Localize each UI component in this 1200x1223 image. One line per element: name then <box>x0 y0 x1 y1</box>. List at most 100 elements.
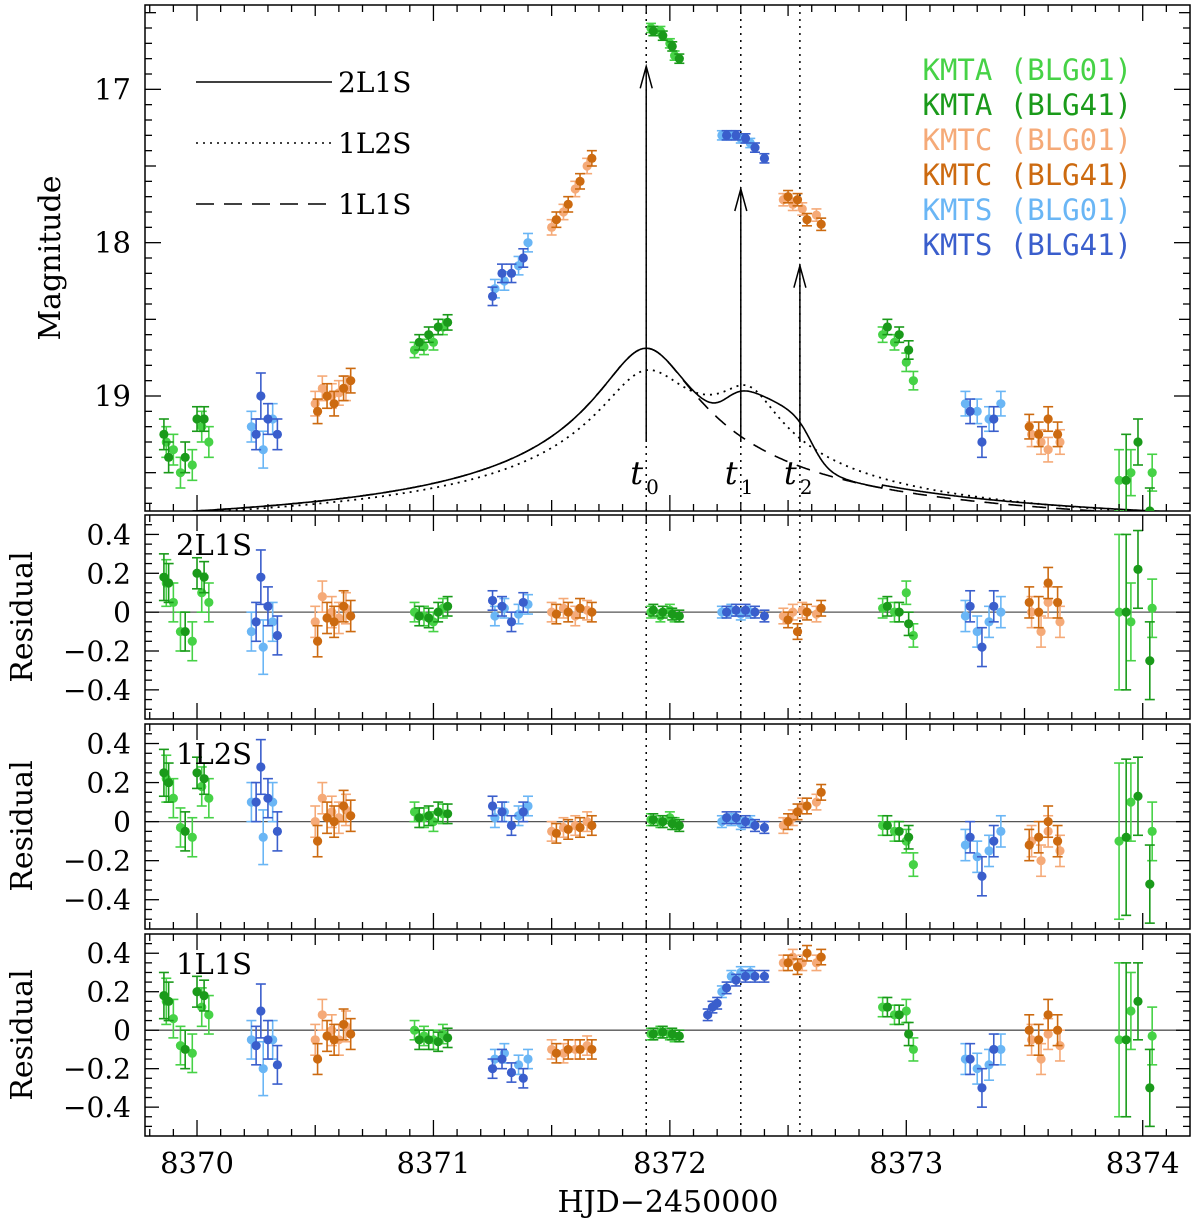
r1-point-kmta_blg01 <box>908 852 919 878</box>
data-marker <box>960 611 970 621</box>
data-marker <box>816 219 826 229</box>
data-marker <box>783 192 793 202</box>
data-marker <box>317 592 327 602</box>
data-marker <box>783 958 793 968</box>
panel-residual-1l2s-frame <box>144 723 1191 930</box>
data-marker <box>551 1048 561 1058</box>
legend-entry-kmta_blg41: KMTA (BLG41) <box>922 88 1132 122</box>
top-point-kmts_blg41 <box>255 372 266 420</box>
r0-point-kmta_blg41 <box>433 601 444 623</box>
r0-point-kmta_blg01 <box>1147 578 1158 639</box>
y-tick-label: 0.4 <box>86 937 131 970</box>
data-marker <box>256 572 266 582</box>
epoch-arrow-head-t0 <box>639 63 653 89</box>
r1-point-kmtc_blg01 <box>1036 844 1047 878</box>
top-point-kmts_blg41 <box>506 263 517 284</box>
data-marker <box>518 1073 528 1083</box>
data-marker <box>487 291 498 301</box>
r2-point-kmtc_blg41 <box>563 1039 574 1060</box>
data-marker <box>1145 1083 1155 1093</box>
r2-point-kmts_blg01 <box>258 1040 269 1097</box>
r2-point-kmts_blg41 <box>965 1042 976 1076</box>
data-marker <box>322 613 332 623</box>
data-marker <box>424 1035 434 1045</box>
model-curve-2l1s <box>181 347 1172 511</box>
y-tick-label-19: 19 <box>94 379 131 413</box>
top-point-kmta_blg41 <box>657 30 668 42</box>
data-marker <box>658 817 668 827</box>
data-marker <box>882 601 892 611</box>
r2-point-kmta_blg41 <box>1132 962 1143 1041</box>
y-axis-label-residual-2l1s: Residual <box>5 551 40 682</box>
r2-point-kmta_blg41 <box>199 979 210 1012</box>
data-marker <box>424 613 434 623</box>
r1-point-kmts_blg41 <box>721 811 732 825</box>
top-point-kmta_blg41 <box>433 318 444 336</box>
top-point-kmts_blg41 <box>487 286 498 307</box>
data-marker <box>251 1040 261 1051</box>
r0-point-kmta_blg41 <box>158 553 169 602</box>
data-marker <box>792 807 803 817</box>
top-point-kmts_blg01 <box>995 390 1006 417</box>
epoch-arrow-head-t2 <box>793 262 807 288</box>
data-marker <box>816 603 826 613</box>
data-marker <box>648 26 658 36</box>
r1-point-kmtc_blg41 <box>563 818 574 840</box>
data-marker <box>1024 597 1034 608</box>
data-marker <box>731 813 741 823</box>
top-point-kmts_blg41 <box>988 405 999 433</box>
top-point-kmta_blg41 <box>1144 487 1155 511</box>
data-marker <box>246 626 256 637</box>
r1-point-kmts_blg41 <box>965 820 976 854</box>
r0-point-kmtc_blg41 <box>322 601 333 635</box>
data-marker <box>894 330 904 340</box>
y-tick-label: 0 <box>113 1014 131 1047</box>
y-tick-label: −0.2 <box>63 845 131 878</box>
data-marker <box>256 391 266 401</box>
r2-point-kmta_blg41 <box>192 975 203 1008</box>
top-point-kmtc_blg41 <box>322 382 333 410</box>
r2-point-kmta_blg41 <box>667 1027 678 1041</box>
r1-point-kmtc_blg41 <box>329 805 340 839</box>
r2-point-kmts_blg41 <box>272 1044 283 1085</box>
r0-point-kmts_blg41 <box>731 603 742 617</box>
r0-point-kmts_blg41 <box>740 603 751 617</box>
top-point-kmtc_blg41 <box>1033 421 1044 448</box>
y-axis-label-residual-1l2s: Residual <box>5 760 40 891</box>
x-tick-label-8373: 8373 <box>869 1146 943 1180</box>
r1-point-kmta_blg41 <box>1121 758 1132 917</box>
r2-point-kmtc_blg41 <box>816 948 827 966</box>
data-marker <box>901 588 911 598</box>
data-marker <box>322 1031 332 1041</box>
r1-point-kmta_blg01 <box>168 777 179 819</box>
epoch-guides <box>645 5 801 1136</box>
data-marker <box>506 820 517 831</box>
r0-point-kmts_blg01 <box>960 599 971 633</box>
data-marker <box>1126 617 1136 627</box>
data-marker <box>199 990 209 1001</box>
r2-point-kmta_blg41 <box>433 1031 444 1053</box>
epoch-label-sub: 0 <box>646 475 659 499</box>
r1-point-kmtc_blg01 <box>317 781 328 815</box>
top-point-kmta_blg01 <box>908 370 919 391</box>
data-marker <box>1121 1035 1131 1045</box>
r1-point-kmtc_blg01 <box>558 816 569 839</box>
data-marker <box>523 1054 533 1064</box>
r2-point-kmts_blg41 <box>712 996 723 1010</box>
y-tick-label: 0 <box>113 806 131 839</box>
data-marker <box>989 1044 999 1055</box>
data-marker <box>658 1027 668 1037</box>
data-marker <box>338 383 349 393</box>
data-marker <box>433 607 443 617</box>
r1-point-kmts_blg41 <box>759 820 770 835</box>
r0-point-kmta_blg01 <box>187 621 198 662</box>
data-marker <box>1145 506 1155 511</box>
data-marker <box>263 414 273 424</box>
data-marker <box>712 998 722 1008</box>
data-marker <box>901 1006 911 1016</box>
r1-point-kmts_blg01 <box>960 828 971 862</box>
r2-point-kmta_blg41 <box>903 1021 914 1047</box>
r2-point-kmtc_blg41 <box>1052 1013 1063 1047</box>
data-marker <box>904 619 914 629</box>
